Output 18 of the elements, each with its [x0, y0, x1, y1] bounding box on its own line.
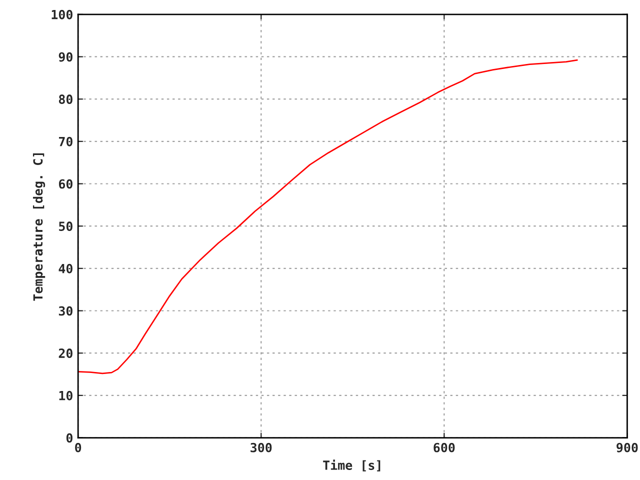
- x-axis-title: Time [s]: [323, 460, 380, 472]
- y-tick-label: 10: [59, 390, 72, 400]
- x-tick-label: 600: [434, 442, 455, 452]
- x-tick-label: 900: [616, 442, 638, 452]
- y-tick-label: 100: [52, 10, 72, 20]
- line-series: [78, 59, 578, 374]
- y-tick-label: 40: [58, 264, 72, 274]
- y-tick-label: 50: [59, 222, 72, 232]
- y-tick-label: 80: [58, 94, 72, 104]
- y-tick-label: 20: [58, 348, 72, 358]
- x-tick-label: 0: [75, 442, 82, 452]
- y-axis-title: Temperature [deg. C]: [32, 153, 46, 301]
- y-tick-label: 60: [58, 179, 72, 189]
- y-tick-label: 30: [58, 306, 72, 316]
- y-tick-label: 0: [66, 433, 72, 443]
- x-tick-label: 300: [250, 442, 272, 452]
- y-tick-label: 70: [58, 136, 72, 146]
- y-tick-label: 90: [58, 52, 72, 62]
